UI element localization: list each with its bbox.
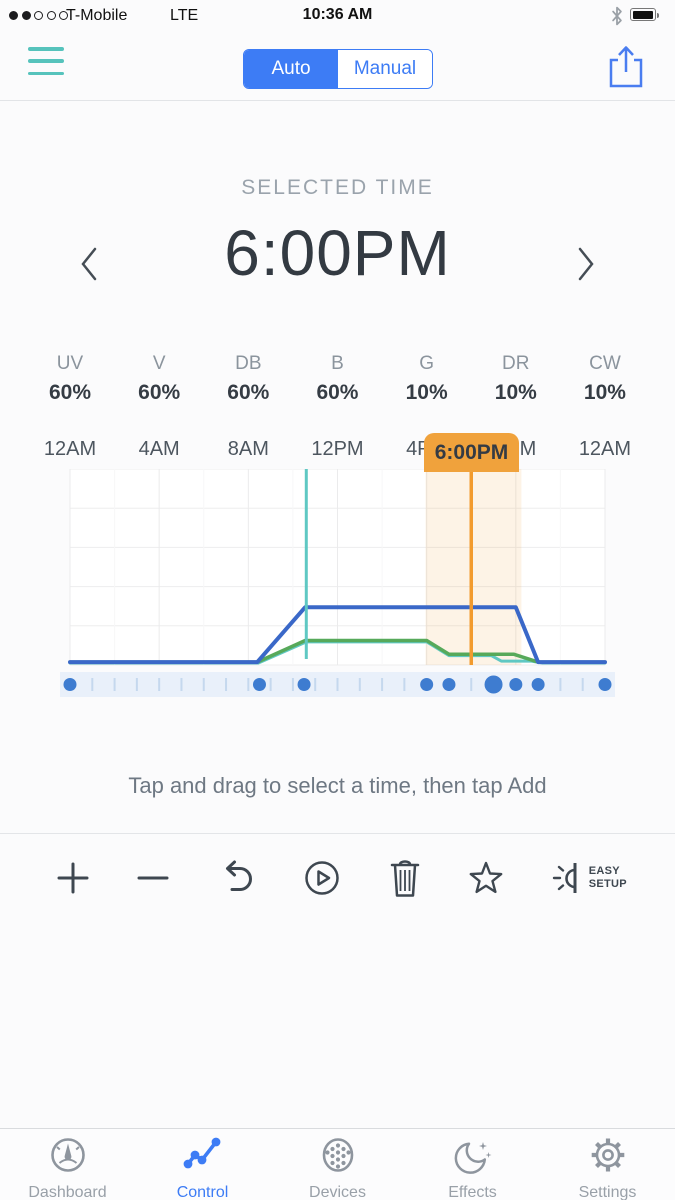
- network-type-label: LTE: [170, 7, 199, 24]
- minus-icon: [137, 876, 169, 879]
- channel-dr: DR 10%: [494, 353, 537, 404]
- led-device-icon: [322, 1138, 353, 1172]
- next-time-button[interactable]: [575, 244, 597, 289]
- tab-effects[interactable]: Effects: [405, 1129, 540, 1200]
- previous-time-button[interactable]: [78, 244, 100, 289]
- tab-devices[interactable]: Devices: [270, 1129, 405, 1200]
- carrier-label: T-Mobile: [66, 7, 128, 24]
- undo-icon: [226, 860, 253, 891]
- preview-button[interactable]: [303, 859, 341, 897]
- axis-tick-label: 8AM: [227, 438, 269, 460]
- channel-readouts: UV 60% V 60% DB 60% B 60% G 10% DR 10% CW 10%: [30, 353, 645, 405]
- status-clock: 10:36 AM: [302, 6, 373, 23]
- tab-dashboard[interactable]: Dashboard: [0, 1129, 135, 1200]
- selected-time-row: 6:00PM: [0, 216, 675, 310]
- instruction-text: Tap and drag to select a time, then tap …: [128, 773, 547, 798]
- bottom-tab-bar: Dashboard Control Devices: [0, 1128, 675, 1200]
- share-icon[interactable]: [605, 44, 647, 95]
- easy-setup-label: SETUP: [588, 877, 627, 890]
- channel-b: B 60%: [316, 353, 359, 404]
- bluetooth-icon: [610, 6, 624, 31]
- axis-tick-label: 12AM: [578, 438, 632, 460]
- channel-uv: UV 60%: [48, 353, 92, 404]
- trash-icon: [390, 859, 419, 897]
- axis-tick-label: 4AM: [138, 438, 180, 460]
- star-icon: [469, 861, 503, 893]
- channel-g: G 10%: [405, 353, 448, 404]
- tab-control[interactable]: Control: [135, 1129, 270, 1200]
- easy-setup-label: EASY: [588, 864, 620, 877]
- manual-mode-button[interactable]: Manual: [338, 50, 432, 88]
- undo-button[interactable]: [215, 859, 257, 897]
- easy-setup-icon: [552, 862, 577, 893]
- easy-setup-button[interactable]: EASY SETUP: [551, 857, 627, 899]
- selected-time-heading: SELECTED TIME: [241, 176, 434, 199]
- play-icon: [305, 860, 339, 895]
- status-bar: T-Mobile LTE 10:36 AM: [0, 0, 675, 30]
- time-axis-labels: 12AM 4AM 8AM 12PM 4PM 8PM 12AM: [30, 438, 645, 461]
- auto-mode-button[interactable]: Auto: [244, 50, 338, 88]
- remove-button[interactable]: [136, 861, 170, 895]
- line-chart-icon: [183, 1137, 220, 1169]
- battery-icon: [630, 8, 659, 21]
- top-navbar: Auto Manual: [0, 30, 675, 101]
- channel-db: DB 60%: [227, 353, 270, 404]
- moon-icon: [454, 1142, 491, 1174]
- channel-cw: CW 10%: [583, 353, 626, 404]
- favorite-button[interactable]: [468, 860, 505, 896]
- mode-segmented-control: Auto Manual: [243, 49, 433, 89]
- tab-settings[interactable]: Settings: [540, 1129, 675, 1200]
- gear-icon: [591, 1138, 624, 1172]
- schedule-chart[interactable]: [60, 469, 615, 699]
- selected-time-value: 6:00PM: [224, 217, 451, 289]
- axis-tick-label: 12AM: [43, 438, 97, 460]
- menu-icon[interactable]: [28, 47, 64, 75]
- channel-v: V 60%: [138, 353, 181, 404]
- axis-tick-label: 12PM: [311, 438, 364, 460]
- delete-button[interactable]: [387, 857, 423, 899]
- edit-toolbar: EASY SETUP: [0, 833, 675, 921]
- gauge-icon: [50, 1138, 85, 1172]
- signal-strength-icon: [9, 11, 68, 20]
- selected-time-badge[interactable]: 6:00PM: [424, 433, 519, 472]
- add-button[interactable]: [56, 861, 90, 895]
- plus-icon: [57, 862, 89, 893]
